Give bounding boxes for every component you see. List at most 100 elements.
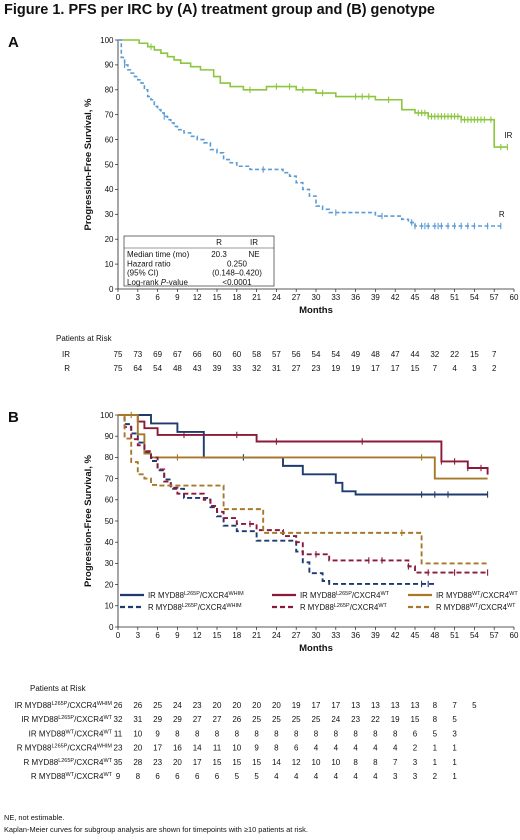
- risk-cell: 4: [353, 772, 358, 781]
- x-tick-label: 9: [175, 631, 180, 640]
- x-tick-label: 9: [175, 293, 180, 302]
- risk-cell: 32: [430, 350, 439, 359]
- x-tick-label: 54: [470, 293, 479, 302]
- series-line-b-0: [118, 414, 488, 496]
- risk-cell: 26: [232, 715, 241, 724]
- risk-cell: 75: [114, 364, 123, 373]
- risk-cell: 60: [232, 350, 241, 359]
- stats-row-label: Hazard ratio: [127, 259, 171, 268]
- risk-cell: 23: [114, 744, 123, 753]
- x-tick-label: 36: [351, 293, 360, 302]
- x-tick-label: 0: [116, 293, 121, 302]
- risk-cell: 29: [173, 715, 182, 724]
- risk-cell: 5: [235, 772, 240, 781]
- x-tick-label: 3: [136, 631, 141, 640]
- x-tick-label: 51: [450, 631, 459, 640]
- risk-cell: 3: [413, 772, 418, 781]
- risk-cell: 23: [312, 364, 321, 373]
- risk-cell: 19: [292, 701, 301, 710]
- x-tick-label: 12: [193, 631, 202, 640]
- risk-cell: 17: [312, 701, 321, 710]
- y-tick-label: 90: [105, 432, 114, 441]
- risk-cell: 1: [452, 758, 457, 767]
- risk-cell: 7: [393, 758, 398, 767]
- risk-cell: 8: [373, 729, 378, 738]
- y-tick-label: 20: [105, 235, 114, 244]
- x-tick-label: 27: [292, 631, 301, 640]
- risk-cell: 56: [292, 350, 301, 359]
- footnote-km: Kaplan-Meier curves for subgroup analysi…: [4, 825, 308, 834]
- risk-cell: 6: [195, 772, 200, 781]
- y-tick-label: 50: [105, 517, 114, 526]
- risk-cell: 20: [252, 701, 261, 710]
- x-tick-label: 48: [430, 293, 439, 302]
- y-tick-label: 100: [100, 411, 114, 420]
- risk-cell: 3: [393, 772, 398, 781]
- risk-cell: 15: [470, 350, 479, 359]
- risk-cell: 69: [153, 350, 162, 359]
- risk-cell: 54: [331, 350, 340, 359]
- risk-cell: 27: [213, 715, 222, 724]
- risk-cell: 22: [371, 715, 380, 724]
- risk-cell: 15: [411, 715, 420, 724]
- risk-cell: 6: [294, 744, 299, 753]
- risk-cell: 25: [153, 701, 162, 710]
- y-tick-label: 60: [105, 496, 114, 505]
- y-tick-label: 20: [105, 580, 114, 589]
- risk-cell: 13: [411, 701, 420, 710]
- x-tick-label: 33: [331, 631, 340, 640]
- x-axis-label: Months: [299, 643, 333, 654]
- risk-cell: 1: [433, 758, 438, 767]
- risk-cell: 28: [133, 758, 142, 767]
- risk-cell: 25: [272, 715, 281, 724]
- risk-cell: 15: [252, 758, 261, 767]
- risk-cell: 75: [114, 350, 123, 359]
- risk-cell: 8: [334, 729, 339, 738]
- risk-cell: 54: [153, 364, 162, 373]
- x-tick-label: 15: [213, 293, 222, 302]
- risk-cell: 15: [232, 758, 241, 767]
- y-tick-label: 50: [105, 160, 114, 169]
- risk-cell: 8: [433, 701, 438, 710]
- stats-value-ir: NE: [248, 250, 259, 259]
- x-tick-label: 0: [116, 631, 121, 640]
- risk-cell: 8: [294, 729, 299, 738]
- risk-cell: 17: [153, 744, 162, 753]
- risk-cell: 23: [153, 758, 162, 767]
- risk-cell: 2: [433, 772, 438, 781]
- x-tick-label: 60: [510, 631, 519, 640]
- x-tick-label: 21: [252, 293, 261, 302]
- x-tick-label: 42: [391, 293, 400, 302]
- risk-cell: 3: [413, 758, 418, 767]
- risk-cell: 60: [213, 350, 222, 359]
- x-tick-label: 57: [490, 293, 499, 302]
- x-tick-label: 30: [312, 293, 321, 302]
- risk-cell: 5: [452, 715, 457, 724]
- stats-value: 0.250: [227, 259, 248, 268]
- risk-cell: 9: [155, 729, 160, 738]
- risk-cell: 29: [153, 715, 162, 724]
- x-tick-label: 21: [252, 631, 261, 640]
- x-tick-label: 45: [411, 293, 420, 302]
- footnote-ne: NE, not estimable.: [4, 813, 64, 822]
- risk-cell: 20: [133, 744, 142, 753]
- x-tick-label: 27: [292, 293, 301, 302]
- y-tick-label: 0: [109, 623, 114, 632]
- risk-cell: 14: [272, 758, 281, 767]
- legend-label: R MYD88L265P/CXCR4WT: [300, 603, 388, 612]
- risk-cell: 64: [133, 364, 142, 373]
- x-tick-label: 6: [155, 631, 160, 640]
- risk-cell: 17: [371, 364, 380, 373]
- risk-cell: 13: [371, 701, 380, 710]
- risk-cell: 20: [272, 701, 281, 710]
- figure-title: Figure 1. PFS per IRC by (A) treatment g…: [4, 2, 435, 18]
- risk-cell: 13: [391, 701, 400, 710]
- stats-value-r: 20.3: [211, 250, 227, 259]
- y-tick-label: 40: [105, 185, 114, 194]
- risk-row-label: R: [64, 364, 70, 373]
- risk-cell: 43: [193, 364, 202, 373]
- panel-label-a: A: [8, 34, 19, 51]
- risk-cell: 4: [334, 744, 339, 753]
- x-tick-label: 30: [312, 631, 321, 640]
